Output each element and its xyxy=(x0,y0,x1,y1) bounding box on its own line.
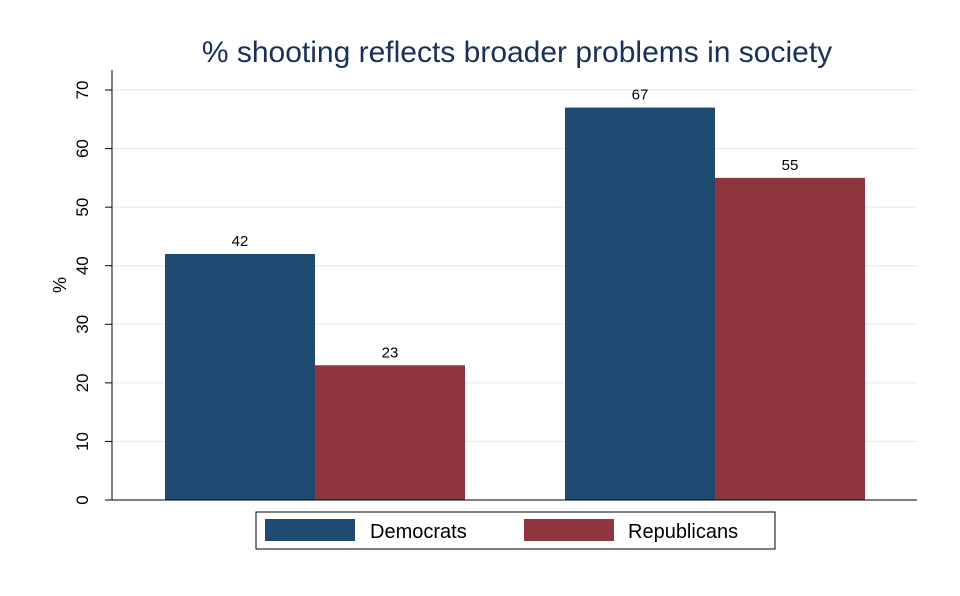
y-tick-label: 70 xyxy=(73,81,92,100)
bar-democrats xyxy=(165,254,315,500)
bar-republicans xyxy=(315,365,465,500)
data-label: 42 xyxy=(232,233,249,250)
y-axis-label: % xyxy=(50,277,70,293)
bar-democrats xyxy=(565,107,715,501)
data-label: 55 xyxy=(782,157,799,174)
y-tick-label: 50 xyxy=(73,198,92,217)
y-tick-label: 20 xyxy=(73,373,92,392)
legend: Democrats Republicans xyxy=(255,511,776,550)
y-tick-label: 30 xyxy=(73,315,92,334)
legend-swatch-democrats xyxy=(265,519,355,541)
data-label: 23 xyxy=(382,344,399,361)
chart-title: % shooting reflects broader problems in … xyxy=(202,36,832,69)
legend-label-democrats: Democrats xyxy=(370,521,467,543)
y-tick-label: 40 xyxy=(73,256,92,275)
bars-layer: 42 23 67 55 xyxy=(165,87,865,501)
legend-swatch-republicans xyxy=(524,519,614,541)
data-label: 67 xyxy=(632,87,649,104)
legend-label-republicans: Republicans xyxy=(628,521,738,543)
bar-republicans xyxy=(715,177,865,500)
y-tick-label: 60 xyxy=(73,139,92,158)
y-tick-label: 10 xyxy=(73,432,92,451)
y-tick-label: 0 xyxy=(73,495,92,504)
axis-layer: 0 10 20 30 40 50 60 70 xyxy=(73,70,917,505)
